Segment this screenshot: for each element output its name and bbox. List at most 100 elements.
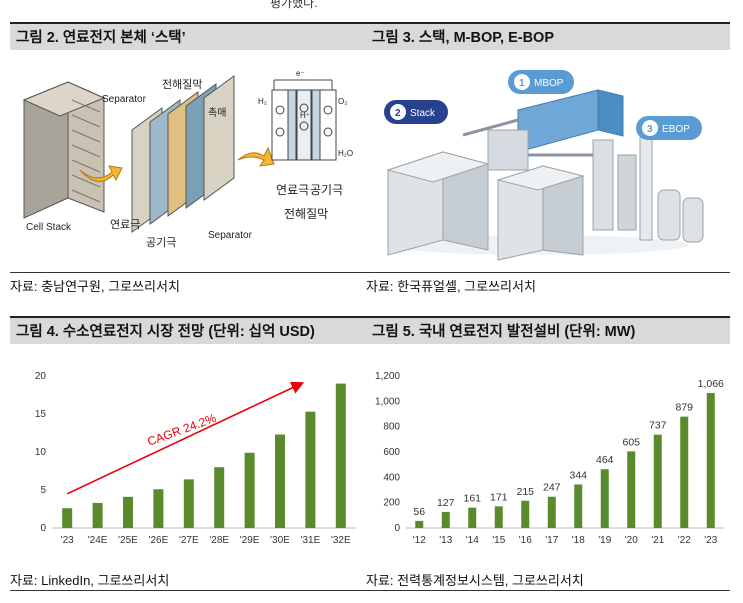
badge-ebop-num: 3 — [647, 124, 653, 135]
bar — [706, 392, 715, 528]
bar — [62, 508, 73, 528]
data-label: 247 — [543, 482, 561, 494]
badge-mbop-num: 1 — [519, 78, 525, 89]
x-tick-label: '30E — [270, 535, 290, 546]
label-electron: e⁻ — [296, 69, 305, 78]
exploded-plates — [131, 75, 235, 233]
label-cell-stack: Cell Stack — [26, 222, 72, 233]
x-tick-label: '18 — [572, 535, 585, 546]
x-tick-label: '13 — [439, 535, 452, 546]
bar — [415, 520, 424, 528]
bar — [214, 467, 225, 528]
label-right-air: 공기극 — [310, 183, 343, 197]
y-tick-label: 15 — [35, 409, 47, 420]
badge-mbop-text: MBOP — [534, 78, 564, 89]
bar — [627, 451, 636, 528]
cell-stack-image — [22, 81, 106, 219]
x-tick-label: '17 — [545, 535, 558, 546]
badge-stack: 2 Stack — [384, 100, 448, 124]
badge-ebop: 3 EBOP — [636, 116, 702, 140]
label-electrolyte-top: 전해질막 — [162, 77, 202, 91]
label-catalyst: 촉매 — [208, 107, 226, 119]
label-air-electrode: 공기극 — [146, 236, 176, 249]
fig3-title: 그림 3. 스택, M-BOP, E-BOP — [366, 22, 730, 50]
label-separator-bottom: Separator — [208, 230, 253, 241]
flow-arrow-1 — [79, 165, 123, 182]
bar — [574, 484, 583, 528]
fig4-source: 자료: LinkedIn, 그로쓰리서치 — [10, 573, 170, 588]
label-h2o: H₂O — [338, 149, 353, 158]
x-tick-label: '16 — [519, 535, 532, 546]
bar — [653, 434, 662, 528]
data-label: 161 — [463, 493, 481, 505]
x-tick-label: '23 — [704, 535, 717, 546]
bar — [305, 411, 316, 528]
label-separator-top: Separator — [102, 94, 147, 105]
y-tick-label: 1,200 — [375, 371, 400, 382]
y-tick-label: 20 — [35, 371, 47, 382]
data-label: 605 — [622, 436, 640, 448]
x-tick-label: '32E — [331, 535, 351, 546]
x-tick-label: '14 — [466, 535, 479, 546]
x-tick-label: '19 — [598, 535, 611, 546]
bar — [680, 416, 689, 528]
bar — [521, 500, 530, 528]
x-tick-label: '25E — [118, 535, 138, 546]
bar — [600, 469, 609, 528]
flow-arrow-2 — [237, 146, 275, 167]
y-tick-label: 1,000 — [375, 396, 400, 407]
bar — [123, 496, 133, 528]
bar — [441, 511, 450, 528]
cell-schematic — [271, 79, 337, 161]
cagr-annotation: CAGR 24.2% — [146, 411, 219, 449]
x-tick-label: '27E — [179, 535, 199, 546]
bar — [468, 507, 477, 528]
x-tick-label: '23 — [61, 535, 74, 546]
label-h2: H₂ — [258, 97, 267, 106]
y-tick-label: 0 — [394, 523, 400, 534]
bar — [183, 479, 194, 528]
x-tick-label: '21 — [651, 535, 664, 546]
y-tick-label: 5 — [40, 485, 46, 496]
fig5-source: 자료: 전력통계정보시스템, 그로쓰리서치 — [366, 573, 584, 588]
cagr-arrow — [66, 381, 305, 495]
data-label: 879 — [675, 402, 693, 414]
top-fragment: 평가했다. — [270, 0, 318, 10]
label-right-fuel: 연료극 — [276, 183, 309, 197]
y-tick-label: 400 — [383, 472, 400, 483]
x-tick-label: '12 — [413, 535, 426, 546]
bar — [335, 383, 346, 528]
x-tick-label: '28E — [209, 535, 229, 546]
data-label: 215 — [516, 486, 534, 498]
y-tick-label: 200 — [383, 498, 400, 509]
x-tick-label: '29E — [240, 535, 260, 546]
divider-bottom — [10, 590, 730, 591]
data-label: 1,066 — [698, 378, 724, 390]
fig2-title: 그림 2. 연료전지 본체 ‘스택’ — [10, 22, 366, 50]
bar — [153, 489, 164, 528]
data-label: 171 — [490, 491, 508, 503]
x-tick-label: '31E — [301, 535, 321, 546]
market-outlook-chart: 0 5 10 15 20 '23 '24E '25E '26E '27E '28E '29E '30E '… — [35, 371, 356, 546]
x-tick-label: '26E — [149, 535, 169, 546]
bar — [275, 434, 285, 528]
badge-mbop: 1 MBOP — [508, 70, 574, 94]
fuel-cell-stack-illustration: Separator 전해질막 촉매 연료극 공기극 Separator Cell… — [22, 69, 353, 249]
bar — [244, 452, 255, 528]
badge-stack-num: 2 — [395, 108, 401, 119]
fig4-title: 그림 4. 수소연료전지 시장 전망 (단위: 십억 USD) — [10, 316, 366, 344]
y-tick-label: 0 — [40, 523, 46, 534]
x-tick-label: '24E — [88, 535, 108, 546]
y-tick-label: 600 — [383, 447, 400, 458]
data-label: 56 — [413, 506, 425, 518]
label-proton: H⁺ — [300, 111, 310, 120]
y-tick-label: 10 — [35, 447, 47, 458]
data-label: 344 — [569, 469, 587, 481]
badge-stack-text: Stack — [410, 108, 436, 119]
y-tick-label: 800 — [383, 422, 400, 433]
divider-top — [10, 272, 730, 273]
label-fuel-electrode: 연료극 — [110, 218, 140, 231]
label-right-electrolyte: 전해질막 — [284, 207, 328, 221]
x-tick-label: '22 — [678, 535, 691, 546]
fig5-title: 그림 5. 국내 연료전지 발전설비 (단위: MW) — [366, 316, 730, 344]
